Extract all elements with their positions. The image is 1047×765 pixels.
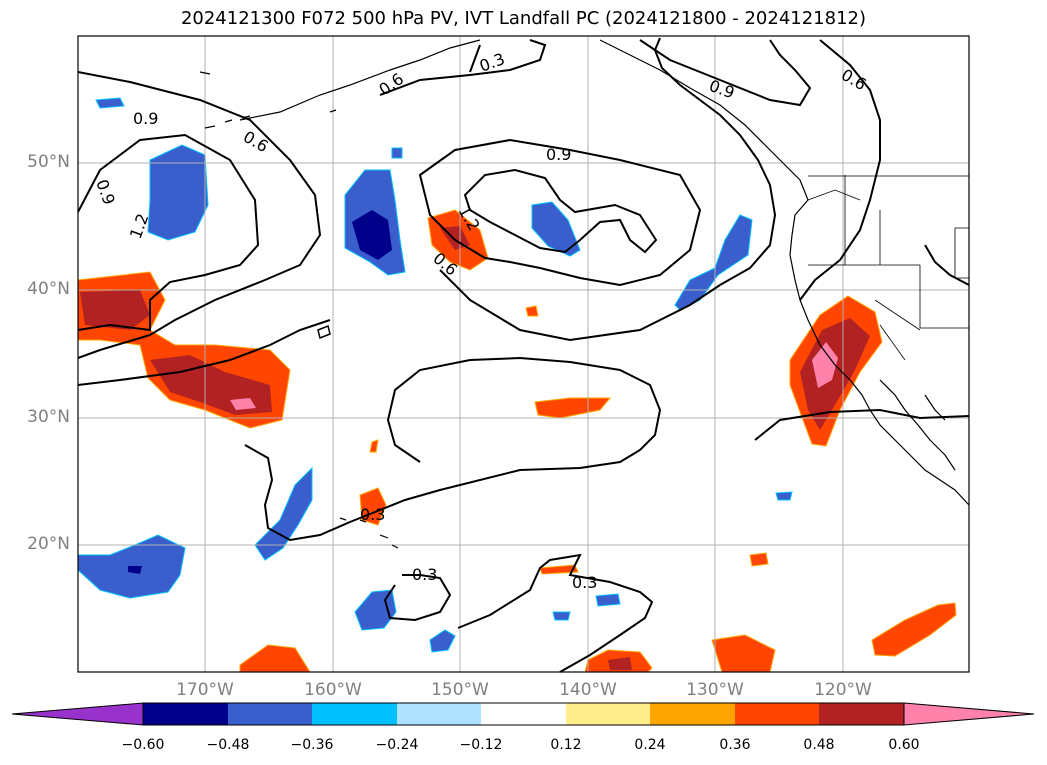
colorbar-tick: −0.12 — [459, 737, 503, 753]
pv-contour-0.3-south — [754, 408, 970, 441]
negative-ivt-blob — [95, 97, 125, 109]
positive-ivt-blob — [525, 305, 539, 317]
pv-contour-0.3 — [77, 319, 662, 542]
pv-contour-small — [317, 324, 331, 340]
positive-ivt-blob — [871, 602, 957, 657]
pv-contour-0.3 — [379, 39, 547, 96]
lat-label: 40°N — [27, 279, 70, 299]
positive-ivt-blob — [534, 397, 612, 419]
lat-label: 50°N — [27, 152, 70, 172]
negative-ivt-core — [352, 210, 392, 260]
hawaiian-islands — [339, 517, 399, 549]
colorbar-swatch — [312, 703, 397, 725]
pv-contour-0.6-central — [439, 37, 777, 342]
lon-label: 170°W — [176, 680, 234, 700]
ivt-negative-regions — [77, 97, 793, 653]
colorbar-tick: −0.60 — [121, 737, 165, 753]
pv-contour-0.3-south — [457, 553, 654, 673]
negative-ivt-blob — [254, 466, 313, 561]
colorbar-tick: −0.24 — [375, 737, 419, 753]
colorbar — [11, 702, 1035, 726]
pv-contours — [77, 37, 970, 673]
contour-label: 0.9 — [546, 145, 571, 164]
colorbar-swatch — [143, 703, 228, 725]
positive-ivt-core — [80, 290, 150, 330]
state-border — [808, 175, 970, 329]
pv-contour-0.9-central — [418, 138, 702, 287]
north-america-coast — [789, 179, 970, 506]
colorbar-swatch — [566, 703, 650, 725]
negative-ivt-blob — [552, 611, 571, 621]
colorbar-swatch — [228, 703, 312, 725]
lat-label: 20°N — [27, 534, 70, 554]
positive-ivt-max — [812, 342, 838, 388]
colorbar-tick: 0.12 — [550, 737, 582, 753]
colorbar-swatch — [819, 703, 904, 725]
map-title: 2024121300 F072 500 hPa PV, IVT Landfall… — [180, 8, 867, 29]
lat-label: 30°N — [27, 407, 70, 427]
plot-frame — [77, 35, 970, 673]
positive-ivt-core — [608, 657, 632, 670]
colorbar-tick: 0.36 — [719, 737, 751, 753]
colorbar-tick: −0.36 — [290, 737, 334, 753]
contour-label: 0.3 — [412, 565, 437, 584]
pv-contour-0.3-south — [383, 574, 452, 622]
lon-label: 120°W — [814, 680, 872, 700]
negative-ivt-blob — [147, 144, 209, 241]
aleutian-islands — [199, 71, 337, 129]
colorbar-tick: 0.48 — [803, 737, 835, 753]
positive-ivt-max — [230, 398, 256, 410]
colorbar-tick: 0.60 — [888, 737, 920, 753]
colorbar-extend-low — [11, 702, 144, 726]
colorbar-tick: −0.48 — [206, 737, 250, 753]
colorbar-tick: 0.24 — [634, 737, 666, 753]
pv-contour-0.9 — [77, 133, 260, 332]
negative-ivt-blob — [775, 491, 793, 501]
negative-ivt-blob — [595, 593, 621, 607]
negative-ivt-core — [128, 566, 142, 574]
pv-contour-1.2 — [463, 168, 658, 254]
pv-contour-0.6-north — [799, 39, 881, 301]
colorbar-swatch — [735, 703, 819, 725]
colorbar-extend-high — [903, 702, 1035, 726]
positive-ivt-blob — [369, 439, 379, 453]
contour-label: 0.3 — [572, 573, 597, 592]
contour-label: 0.3 — [360, 505, 385, 524]
lon-label: 160°W — [304, 680, 362, 700]
pv-contour-0.9-north — [639, 39, 812, 107]
negative-ivt-blob — [531, 201, 581, 257]
pv-contour-0.6 — [77, 71, 322, 359]
colorbar-swatch — [397, 703, 481, 725]
lon-label: 130°W — [686, 680, 744, 700]
positive-ivt-core — [800, 318, 870, 430]
contour-label: 0.9 — [133, 109, 158, 128]
positive-ivt-blob — [749, 552, 769, 567]
positive-ivt-blob — [539, 564, 579, 575]
positive-ivt-blob — [711, 634, 776, 673]
pv-contour-0.6-east — [924, 244, 970, 286]
coastlines — [199, 39, 970, 549]
lon-label: 140°W — [559, 680, 617, 700]
negative-ivt-blob — [429, 629, 456, 653]
state-border — [807, 175, 921, 361]
lon-label: 150°W — [431, 680, 489, 700]
negative-ivt-blob — [391, 147, 403, 159]
alaska-coast — [239, 39, 801, 181]
positive-ivt-blob — [239, 644, 311, 673]
ivt-positive-regions — [77, 209, 957, 673]
map-plot: 0.9 0.6 0.3 0.6 0.9 0.6 0.9 0.9 1.2 0.6 … — [77, 35, 970, 673]
colorbar-swatch — [650, 703, 735, 725]
gridlines — [78, 36, 969, 672]
colorbar-swatch — [481, 703, 566, 725]
